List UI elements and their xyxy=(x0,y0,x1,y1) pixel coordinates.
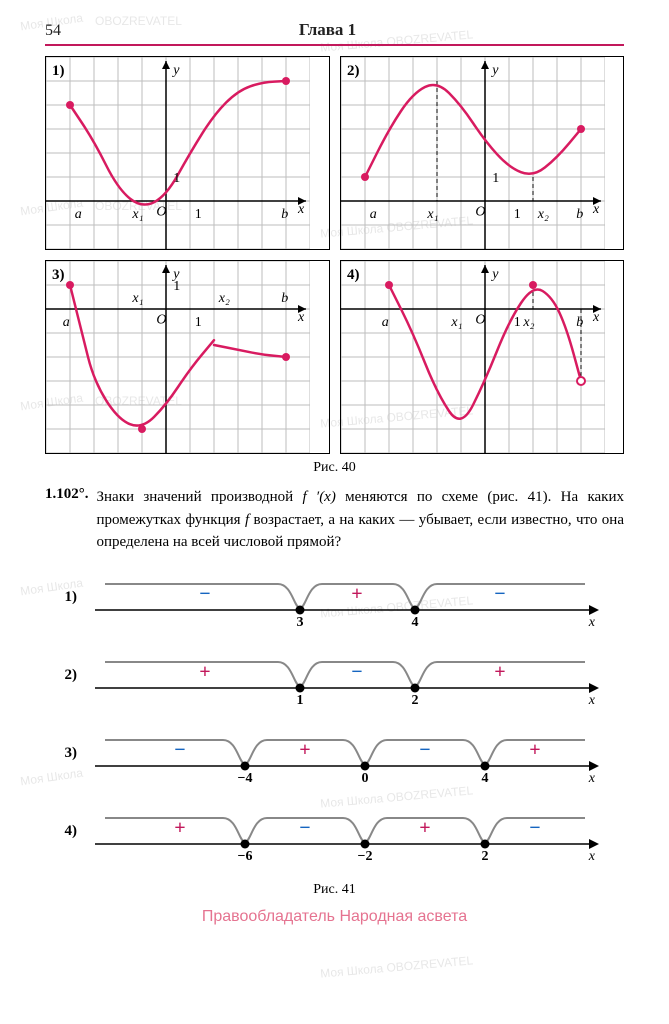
watermark-text: Моя Школа OBOZREVATEL xyxy=(320,953,474,980)
svg-text:b: b xyxy=(576,315,583,330)
svg-text:−4: −4 xyxy=(238,771,253,782)
fig40-caption: Рис. 40 xyxy=(45,460,624,476)
figure-40-grid: yxO11abx₁1)yxO11abx₁x₂2)yxO11abx₁x₂3)yxO… xyxy=(45,56,624,454)
fig41-caption: Рис. 41 xyxy=(45,882,624,898)
svg-text:y: y xyxy=(490,267,499,282)
svg-text:x: x xyxy=(592,202,600,217)
signline-4: 4) −6 −2 2 + − + − x xyxy=(45,804,624,860)
svg-text:x: x xyxy=(297,202,305,217)
svg-text:4: 4 xyxy=(412,615,419,626)
svg-text:a: a xyxy=(75,207,82,222)
chart-panel-2: y x O 1 1 a b x₁ x₂ 2) xyxy=(340,56,625,250)
svg-text:x₂: x₂ xyxy=(522,315,534,330)
svg-text:O: O xyxy=(156,204,166,219)
svg-text:1: 1 xyxy=(173,279,180,294)
svg-text:+: + xyxy=(199,661,210,683)
svg-text:−: − xyxy=(299,817,310,839)
svg-text:x: x xyxy=(588,693,596,704)
svg-text:1: 1 xyxy=(195,315,202,330)
header-rule xyxy=(45,44,624,46)
svg-text:1: 1 xyxy=(513,207,520,222)
signline-label: 1) xyxy=(45,589,77,606)
svg-text:b: b xyxy=(576,207,583,222)
svg-text:a: a xyxy=(381,315,388,330)
svg-text:4): 4) xyxy=(347,267,360,283)
problem-fprime: f ′(x) xyxy=(302,489,335,505)
svg-text:+: + xyxy=(299,739,310,761)
svg-text:a: a xyxy=(369,207,376,222)
svg-text:x: x xyxy=(588,615,596,626)
signline-1: 1) 3 4 − + − x xyxy=(45,570,624,626)
svg-text:1: 1 xyxy=(173,171,180,186)
svg-text:−: − xyxy=(529,817,540,839)
svg-text:x: x xyxy=(297,310,305,325)
svg-text:0: 0 xyxy=(362,771,369,782)
svg-text:1: 1 xyxy=(513,315,520,330)
problem-text-p1: Знаки значений производной xyxy=(97,489,303,505)
chapter-title: Глава 1 xyxy=(61,20,594,40)
svg-text:x: x xyxy=(588,849,596,860)
svg-text:4: 4 xyxy=(482,771,489,782)
svg-text:a: a xyxy=(63,315,70,330)
svg-text:2): 2) xyxy=(347,63,360,79)
svg-text:−2: −2 xyxy=(358,849,373,860)
svg-text:O: O xyxy=(475,204,485,219)
svg-text:+: + xyxy=(174,817,185,839)
svg-text:−: − xyxy=(494,583,505,605)
svg-text:b: b xyxy=(281,291,288,306)
svg-text:x₁: x₁ xyxy=(450,315,462,330)
signline-label: 2) xyxy=(45,667,77,684)
signline-label: 3) xyxy=(45,745,77,762)
svg-text:x: x xyxy=(592,310,600,325)
svg-text:1: 1 xyxy=(492,171,499,186)
svg-text:1: 1 xyxy=(297,693,304,704)
svg-text:−: − xyxy=(419,739,430,761)
svg-text:+: + xyxy=(494,661,505,683)
svg-text:−: − xyxy=(174,739,185,761)
problem-1-102: 1.102°. Знаки значений производной f ′(x… xyxy=(45,486,624,554)
svg-text:+: + xyxy=(529,739,540,761)
svg-text:O: O xyxy=(475,312,485,327)
svg-text:−: − xyxy=(351,661,362,683)
svg-text:2: 2 xyxy=(482,849,489,860)
svg-text:x₁: x₁ xyxy=(426,207,438,222)
svg-text:O: O xyxy=(156,312,166,327)
svg-text:x: x xyxy=(588,771,596,782)
copyright-line: Правообладатель Народная асвета xyxy=(45,908,624,926)
page-header: 54 Глава 1 xyxy=(45,20,624,40)
svg-text:−: − xyxy=(199,583,210,605)
svg-text:3: 3 xyxy=(297,615,304,626)
signline-2: 2) 1 2 + − + x xyxy=(45,648,624,704)
svg-text:b: b xyxy=(281,207,288,222)
chart-panel-4: y x O 1 a b x₁ x₂ 4) xyxy=(340,260,625,454)
svg-text:−6: −6 xyxy=(238,849,253,860)
svg-text:x₁: x₁ xyxy=(131,291,143,306)
svg-text:x₂: x₂ xyxy=(536,207,548,222)
svg-text:+: + xyxy=(351,583,362,605)
signline-label: 4) xyxy=(45,823,77,840)
chart-panel-3: yxO11abx₁x₂3) xyxy=(45,260,330,454)
svg-text:2: 2 xyxy=(412,693,419,704)
svg-text:y: y xyxy=(490,63,499,78)
figure-41-signlines: 1) 3 4 − + − x 2) 1 2 + − + x 3) −4 0 4 − + − + x 4) −6 −2 2 + − + − x xyxy=(45,570,624,860)
svg-text:1: 1 xyxy=(195,207,202,222)
svg-text:3): 3) xyxy=(52,267,65,283)
problem-number: 1.102°. xyxy=(45,486,89,554)
svg-text:1): 1) xyxy=(52,63,65,79)
svg-text:x₁: x₁ xyxy=(131,207,143,222)
svg-text:+: + xyxy=(419,817,430,839)
signline-3: 3) −4 0 4 − + − + x xyxy=(45,726,624,782)
chart-panel-1: y x O 1 1 a b x₁ 1) xyxy=(45,56,330,250)
svg-text:x₂: x₂ xyxy=(218,291,230,306)
page-number: 54 xyxy=(45,22,61,40)
problem-text: Знаки значений производной f ′(x) меняют… xyxy=(97,486,625,554)
svg-text:y: y xyxy=(171,63,180,78)
